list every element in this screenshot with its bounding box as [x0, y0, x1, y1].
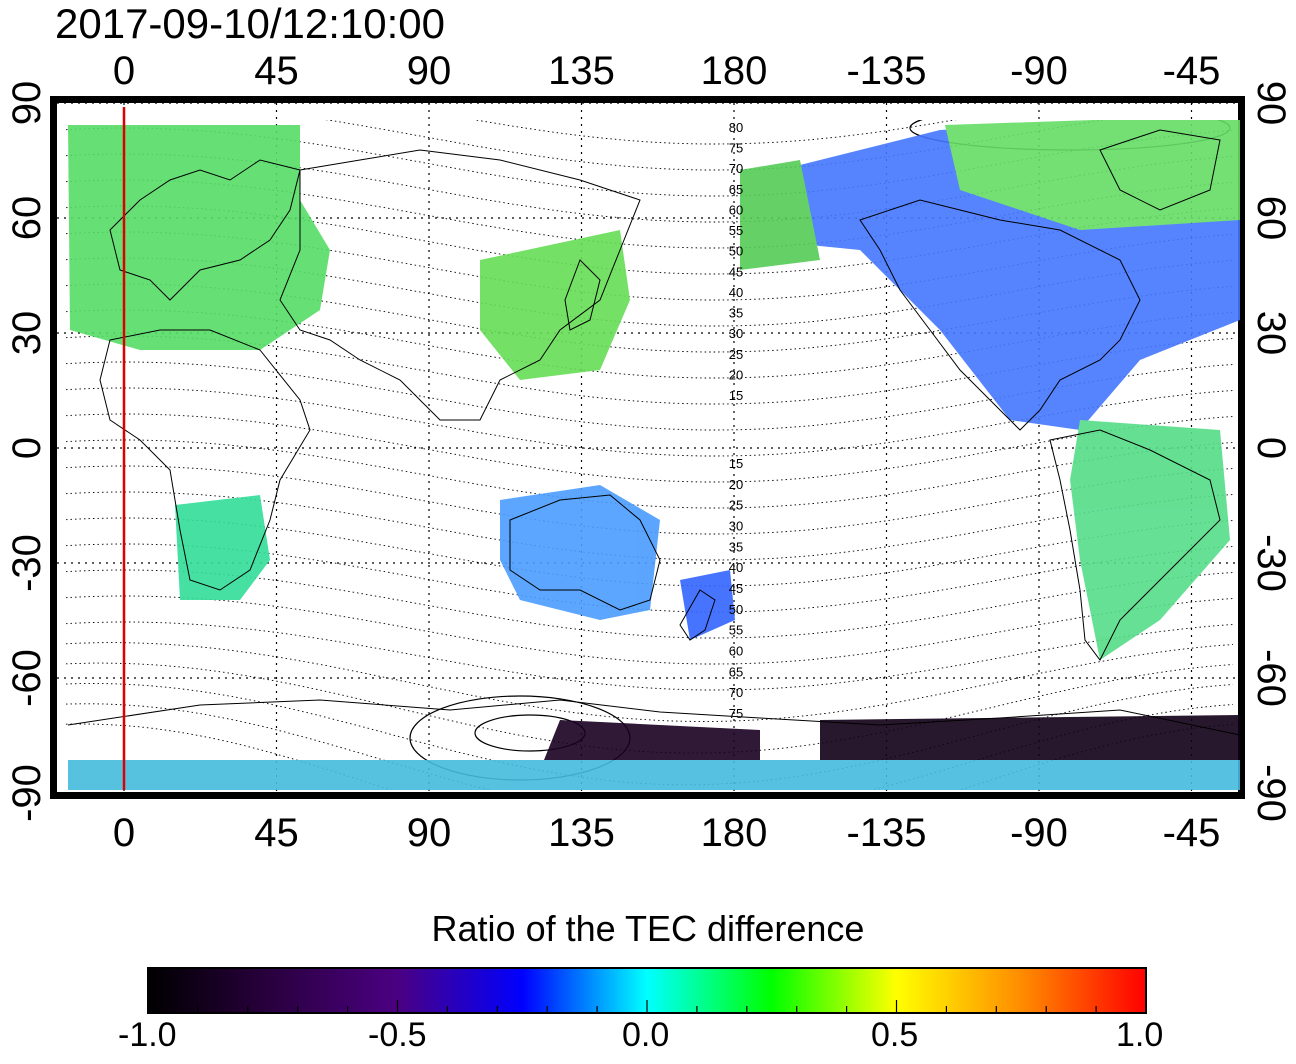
- tec-patch-australia: [500, 485, 660, 620]
- contour-label: 15: [729, 388, 743, 403]
- contour-label: 20: [729, 367, 743, 382]
- magnetic-contour: [66, 642, 1234, 722]
- lat-tick-label-right: -90: [1249, 764, 1293, 822]
- contour-label: 65: [729, 664, 743, 679]
- contour-label: 35: [729, 306, 743, 321]
- coastlines: [67, 129, 1241, 736]
- lon-tick-label-bottom: -135: [846, 811, 926, 855]
- lon-tick-label-top: 0: [113, 49, 135, 93]
- tec-patch-antarctica-west: [820, 715, 1240, 770]
- lat-tick-label-left: 60: [5, 196, 49, 241]
- lon-tick-label-bottom: 0: [113, 811, 135, 855]
- contour-label: 55: [729, 623, 743, 638]
- lon-tick-label-bottom: 135: [548, 811, 615, 855]
- coast-north-america: [859, 199, 1141, 431]
- coast-antarctica: [67, 699, 1241, 736]
- tec-patch-europe: [68, 125, 330, 350]
- lat-tick-label-right: -60: [1249, 649, 1293, 707]
- lon-tick-label-top: 45: [254, 49, 299, 93]
- magnetic-contour: [66, 723, 1234, 790]
- tec-patch-south-america: [1070, 420, 1230, 660]
- contour-label: 45: [729, 264, 743, 279]
- axis-labels: 80 75 70 65 60 55 50 45 40 35 30 25 20 15 15 20 25 30 35 40…: [5, 49, 1293, 855]
- tec-data-layer: [68, 120, 1240, 790]
- contour-label: 50: [729, 602, 743, 617]
- contour-label: 30: [729, 326, 743, 341]
- tec-patch-pacific-north: [740, 160, 820, 270]
- lon-tick-label-top: 180: [701, 49, 768, 93]
- magnetic-contour: [66, 621, 1234, 691]
- lat-tick-label-right: 0: [1249, 437, 1293, 459]
- lon-tick-label-bottom: -45: [1163, 811, 1221, 855]
- map-frame-left-band: [51, 97, 57, 798]
- lat-tick-label-right: 30: [1249, 311, 1293, 356]
- lon-tick-label-bottom: 90: [407, 811, 452, 855]
- contour-label: 75: [729, 706, 743, 721]
- colorbar-title: Ratio of the TEC difference: [431, 908, 865, 949]
- coast-south-america: [1049, 429, 1221, 661]
- colorbar-tick-label: 0.5: [871, 1016, 919, 1054]
- lat-tick-label-right: 60: [1249, 196, 1293, 241]
- coast-new-zealand: [679, 589, 716, 641]
- contour-label: 60: [729, 203, 743, 218]
- contour-label: 20: [729, 477, 743, 492]
- lon-tick-label-top: -135: [846, 49, 926, 93]
- lon-tick-label-top: 135: [548, 49, 615, 93]
- contour-label: 70: [729, 685, 743, 700]
- contour-label: 70: [729, 161, 743, 176]
- contour-label: 15: [729, 456, 743, 471]
- contour-label: 40: [729, 285, 743, 300]
- tec-patch-nz: [680, 570, 735, 640]
- lon-tick-label-top: -45: [1163, 49, 1221, 93]
- contour-label: 75: [729, 141, 743, 156]
- tec-patch-antarctic-rim: [68, 760, 1240, 790]
- contour-label: 60: [729, 644, 743, 659]
- coast-greenland: [1099, 129, 1221, 211]
- lon-tick-label-bottom: -90: [1010, 811, 1068, 855]
- lat-tick-label-left: 0: [5, 437, 49, 459]
- colorbar-minor-ticks: [147, 1000, 1147, 1013]
- map-frame-top-band: [51, 97, 1244, 103]
- contour-label: 65: [729, 182, 743, 197]
- lon-tick-label-top: -90: [1010, 49, 1068, 93]
- colorbar-tick-label: -0.5: [368, 1016, 427, 1054]
- contour-label: 35: [729, 539, 743, 554]
- lon-tick-label-bottom: 180: [701, 811, 768, 855]
- map-frame-bottom-band: [51, 792, 1244, 798]
- coast-australia: [509, 494, 661, 611]
- contour-label: 25: [729, 498, 743, 513]
- coast-africa: [99, 329, 311, 591]
- lon-tick-label-top: 90: [407, 49, 452, 93]
- tec-patch-asia: [480, 230, 630, 380]
- coast-europe: [109, 159, 301, 301]
- lat-tick-label-left: -60: [5, 649, 49, 707]
- contour-label: 30: [729, 519, 743, 534]
- lat-tick-label-left: -90: [5, 764, 49, 822]
- tec-patch-antarctica-east: [540, 720, 760, 770]
- lat-tick-label-right: -30: [1249, 534, 1293, 592]
- contour-label: 25: [729, 347, 743, 362]
- contour-label: 40: [729, 560, 743, 575]
- lon-tick-label-bottom: 45: [254, 811, 299, 855]
- tec-patch-africa: [175, 495, 270, 600]
- contour-label: 45: [729, 581, 743, 596]
- lat-tick-label-left: 90: [5, 81, 49, 126]
- colorbar-tick-label: 1.0: [1116, 1016, 1164, 1054]
- map-frame-right-band: [1238, 97, 1244, 798]
- lat-tick-label-left: 30: [5, 311, 49, 356]
- contour-label: 80: [729, 120, 743, 135]
- lat-tick-label-left: -30: [5, 534, 49, 592]
- colorbar-tick-label: -1.0: [118, 1016, 177, 1054]
- contour-label: 55: [729, 223, 743, 238]
- contour-label: 50: [729, 244, 743, 259]
- timestamp-title: 2017-09-10/12:10:00: [55, 0, 445, 47]
- coast-japan: [564, 259, 601, 331]
- tec-patch-canada: [945, 120, 1240, 230]
- lat-tick-label-right: 90: [1249, 81, 1293, 126]
- colorbar-tick-label: 0.0: [622, 1016, 670, 1054]
- coast-asia: [279, 149, 641, 421]
